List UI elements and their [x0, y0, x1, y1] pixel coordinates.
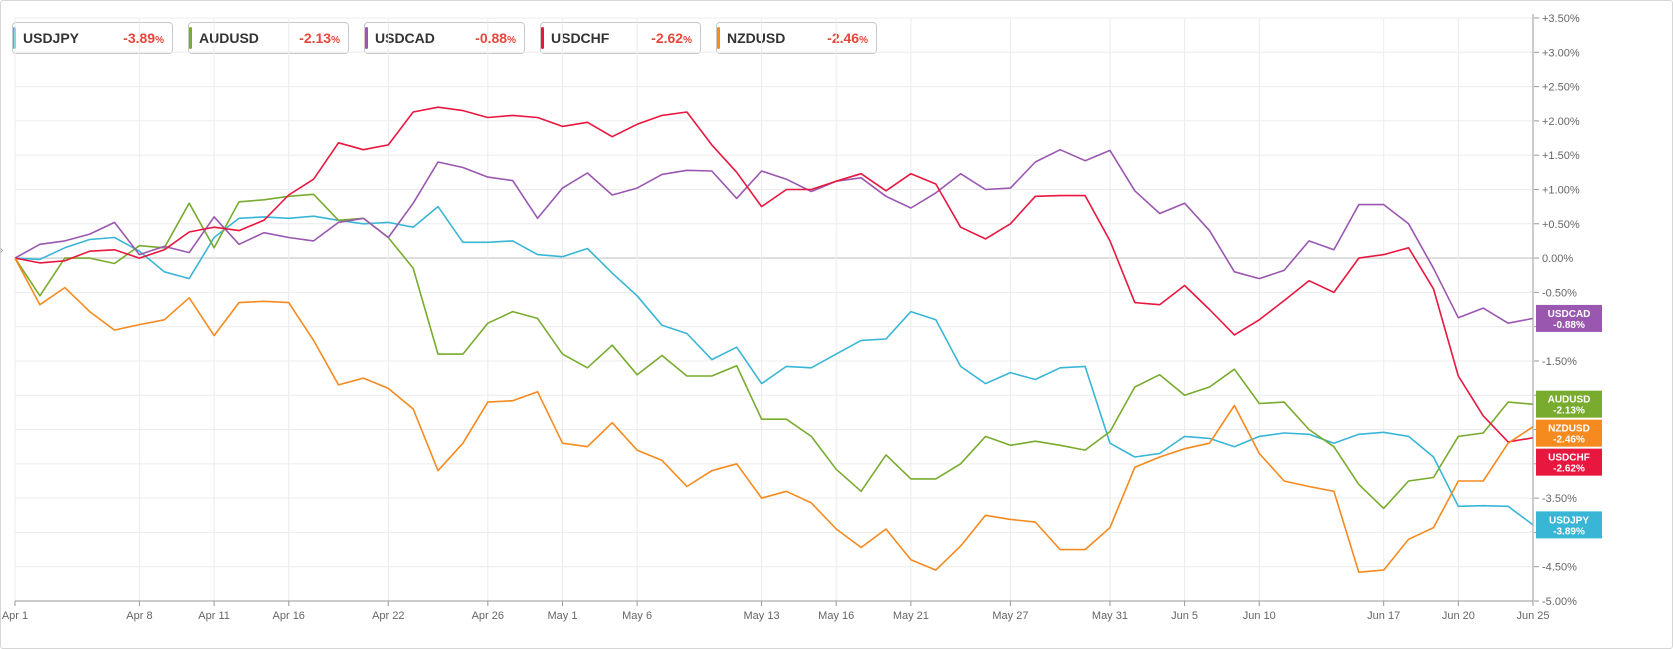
y-tick-label: +2.50%	[1542, 82, 1580, 94]
end-label-name: USDCAD	[1548, 309, 1591, 320]
x-tick-label: May 16	[818, 610, 854, 622]
y-tick-label: +1.50%	[1542, 150, 1580, 162]
y-tick-label: 0.00%	[1542, 253, 1573, 265]
end-label-value: -2.62%	[1553, 464, 1585, 475]
legend-series-change: -2.13%	[299, 30, 340, 46]
y-tick-label: -5.00%	[1542, 596, 1577, 608]
x-tick-label: Apr 16	[273, 610, 305, 622]
y-tick-label: +2.00%	[1542, 116, 1580, 128]
end-label-box	[1536, 511, 1602, 539]
x-tick-label: Apr 22	[372, 610, 404, 622]
x-tick-label: Jun 10	[1243, 610, 1276, 622]
x-tick-label: Apr 11	[198, 610, 230, 622]
end-label-audusd: AUDUSD-2.13%	[1536, 390, 1602, 418]
x-axis-labels: Apr 1 Apr 8 Apr 11 Apr 16 Apr 22 Apr 26 May 1 M…	[2, 610, 1550, 622]
grid	[14, 17, 1534, 602]
legend: USDJPY -3.89% AUDUSD -2.13% USDCAD -0.88…	[12, 22, 877, 54]
series-line-audusd	[14, 193, 1534, 510]
end-label-value: -2.13%	[1553, 406, 1585, 417]
y-tick-label: -0.50%	[1542, 287, 1577, 299]
x-tick-label: Jun 17	[1367, 610, 1400, 622]
end-label-usdchf: USDCHF-2.62%	[1536, 448, 1602, 476]
y-tick-label: -4.50%	[1542, 562, 1577, 574]
end-label-name: NZDUSD	[1548, 424, 1590, 435]
legend-item-usdjpy[interactable]: USDJPY -3.89%	[12, 22, 173, 54]
end-label-box	[1536, 304, 1602, 332]
x-tick-label: May 13	[744, 610, 780, 622]
legend-item-audusd[interactable]: AUDUSD -2.13%	[188, 22, 349, 54]
end-label-name: USDCHF	[1548, 453, 1590, 464]
end-label-value: -2.46%	[1553, 435, 1585, 446]
end-label-name: USDJPY	[1549, 515, 1589, 526]
x-tick-label: Jun 5	[1171, 610, 1198, 622]
series-line-usdcad	[14, 148, 1534, 325]
legend-item-nzdusd[interactable]: NZDUSD -2.46%	[716, 22, 877, 54]
x-tick-label: May 6	[622, 610, 652, 622]
collapse-arrow-icon[interactable]: ›	[0, 245, 4, 256]
series-line-nzdusd	[14, 257, 1534, 574]
series-line-usdjpy	[14, 205, 1534, 526]
legend-series-name: NZDUSD	[727, 30, 786, 46]
legend-series-change: -2.62%	[651, 30, 692, 46]
end-label-usdcad: USDCAD-0.88%	[1536, 304, 1602, 332]
y-tick-label: +0.50%	[1542, 219, 1580, 231]
y-tick-label: -3.50%	[1542, 493, 1577, 505]
x-tick-label: Apr 26	[472, 610, 504, 622]
x-tick-label: May 1	[547, 610, 577, 622]
x-tick-label: May 31	[1092, 610, 1128, 622]
legend-color-bar	[541, 27, 544, 49]
x-tick-label: Jun 25	[1516, 610, 1549, 622]
series-line-usdchf	[14, 106, 1534, 443]
legend-item-usdcad[interactable]: USDCAD -0.88%	[364, 22, 525, 54]
legend-color-bar	[717, 27, 720, 49]
series-lines	[14, 106, 1534, 574]
end-label-value: -3.89%	[1553, 526, 1585, 537]
y-tick-label: +3.00%	[1542, 47, 1580, 59]
end-label-name: AUDUSD	[1548, 395, 1591, 406]
legend-series-change: -0.88%	[475, 30, 516, 46]
end-label-box	[1536, 390, 1602, 418]
legend-series-change: -2.46%	[827, 30, 868, 46]
x-tick-label: Jun 20	[1442, 610, 1475, 622]
x-tick-label: Apr 8	[126, 610, 152, 622]
end-label-value: -0.88%	[1553, 320, 1585, 331]
end-label-box	[1536, 419, 1602, 447]
x-tick-label: May 21	[893, 610, 929, 622]
end-label-usdjpy: USDJPY-3.89%	[1536, 511, 1602, 539]
legend-series-name: USDCAD	[375, 30, 435, 46]
legend-item-usdchf[interactable]: USDCHF -2.62%	[540, 22, 701, 54]
legend-color-bar	[189, 27, 192, 49]
legend-color-bar	[365, 27, 368, 49]
end-label-nzdusd: NZDUSD-2.46%	[1536, 419, 1602, 447]
y-tick-label: -1.50%	[1542, 356, 1577, 368]
y-tick-label: +1.00%	[1542, 184, 1580, 196]
x-tick-label: Apr 1	[2, 610, 28, 622]
end-label-box	[1536, 448, 1602, 476]
legend-series-name: USDJPY	[23, 30, 80, 46]
y-tick-label: +3.50%	[1542, 13, 1580, 25]
x-tick-label: May 27	[992, 610, 1028, 622]
axes	[14, 14, 1539, 606]
end-labels: USDCAD-0.88%AUDUSD-2.13%NZDUSD-2.46%USDC…	[1536, 304, 1602, 539]
legend-series-name: USDCHF	[551, 30, 610, 46]
